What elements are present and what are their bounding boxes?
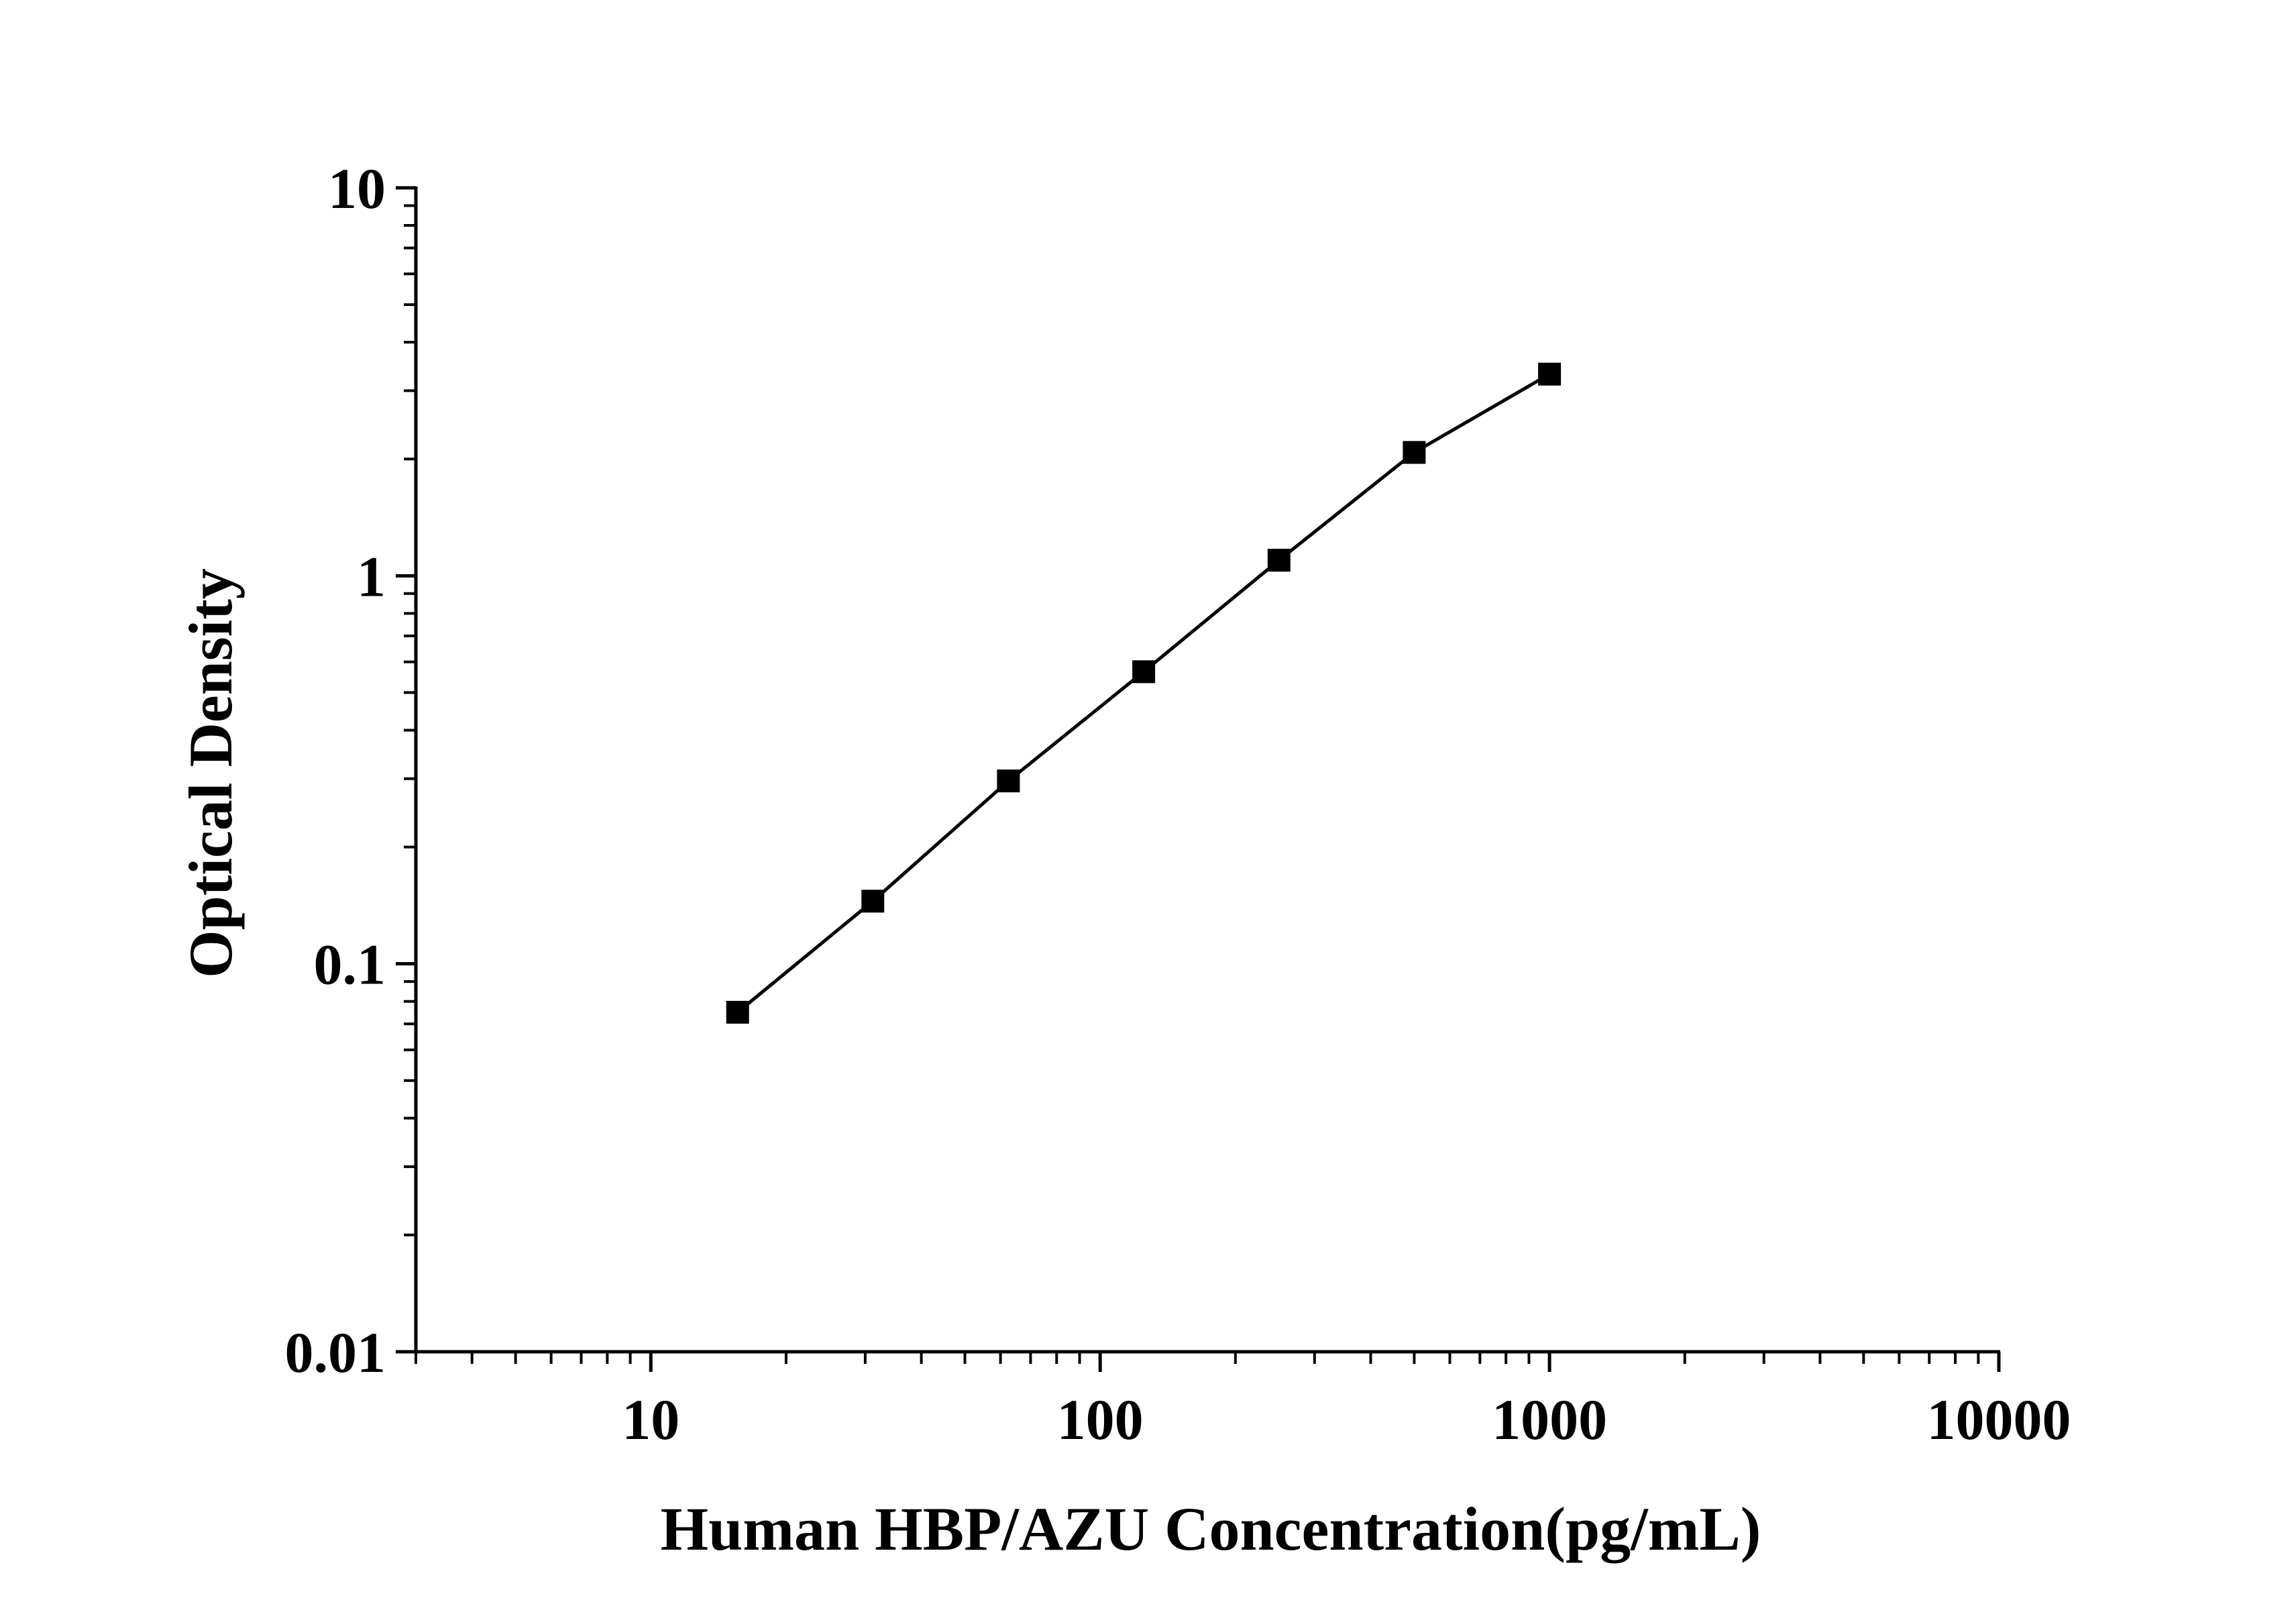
data-point	[861, 890, 885, 913]
data-point	[726, 1000, 749, 1024]
x-tick-label: 10	[622, 1387, 679, 1452]
data-point	[1403, 441, 1426, 464]
data-point	[1538, 362, 1562, 386]
tick-labels: 10 100 1000 10000 0.01 0.1 1 10	[285, 156, 2071, 1452]
data-series	[726, 362, 1562, 1024]
data-point	[1132, 660, 1156, 684]
y-tick-label: 0.01	[285, 1320, 386, 1385]
data-point	[997, 769, 1020, 793]
x-axis-title: Human HBP/AZU Concentration(pg/mL)	[661, 1495, 1761, 1563]
x-tick-label: 1000	[1492, 1387, 1607, 1452]
axis-ticks	[396, 186, 2001, 1372]
y-tick-label: 10	[328, 156, 386, 221]
axes	[414, 186, 2000, 1354]
y-tick-label: 1	[357, 544, 386, 608]
x-tick-label: 10000	[1927, 1387, 2071, 1452]
data-point	[1267, 549, 1291, 572]
y-tick-label: 0.1	[314, 932, 386, 997]
x-tick-label: 100	[1057, 1387, 1144, 1452]
y-axis-title: Optical Density	[176, 568, 245, 978]
